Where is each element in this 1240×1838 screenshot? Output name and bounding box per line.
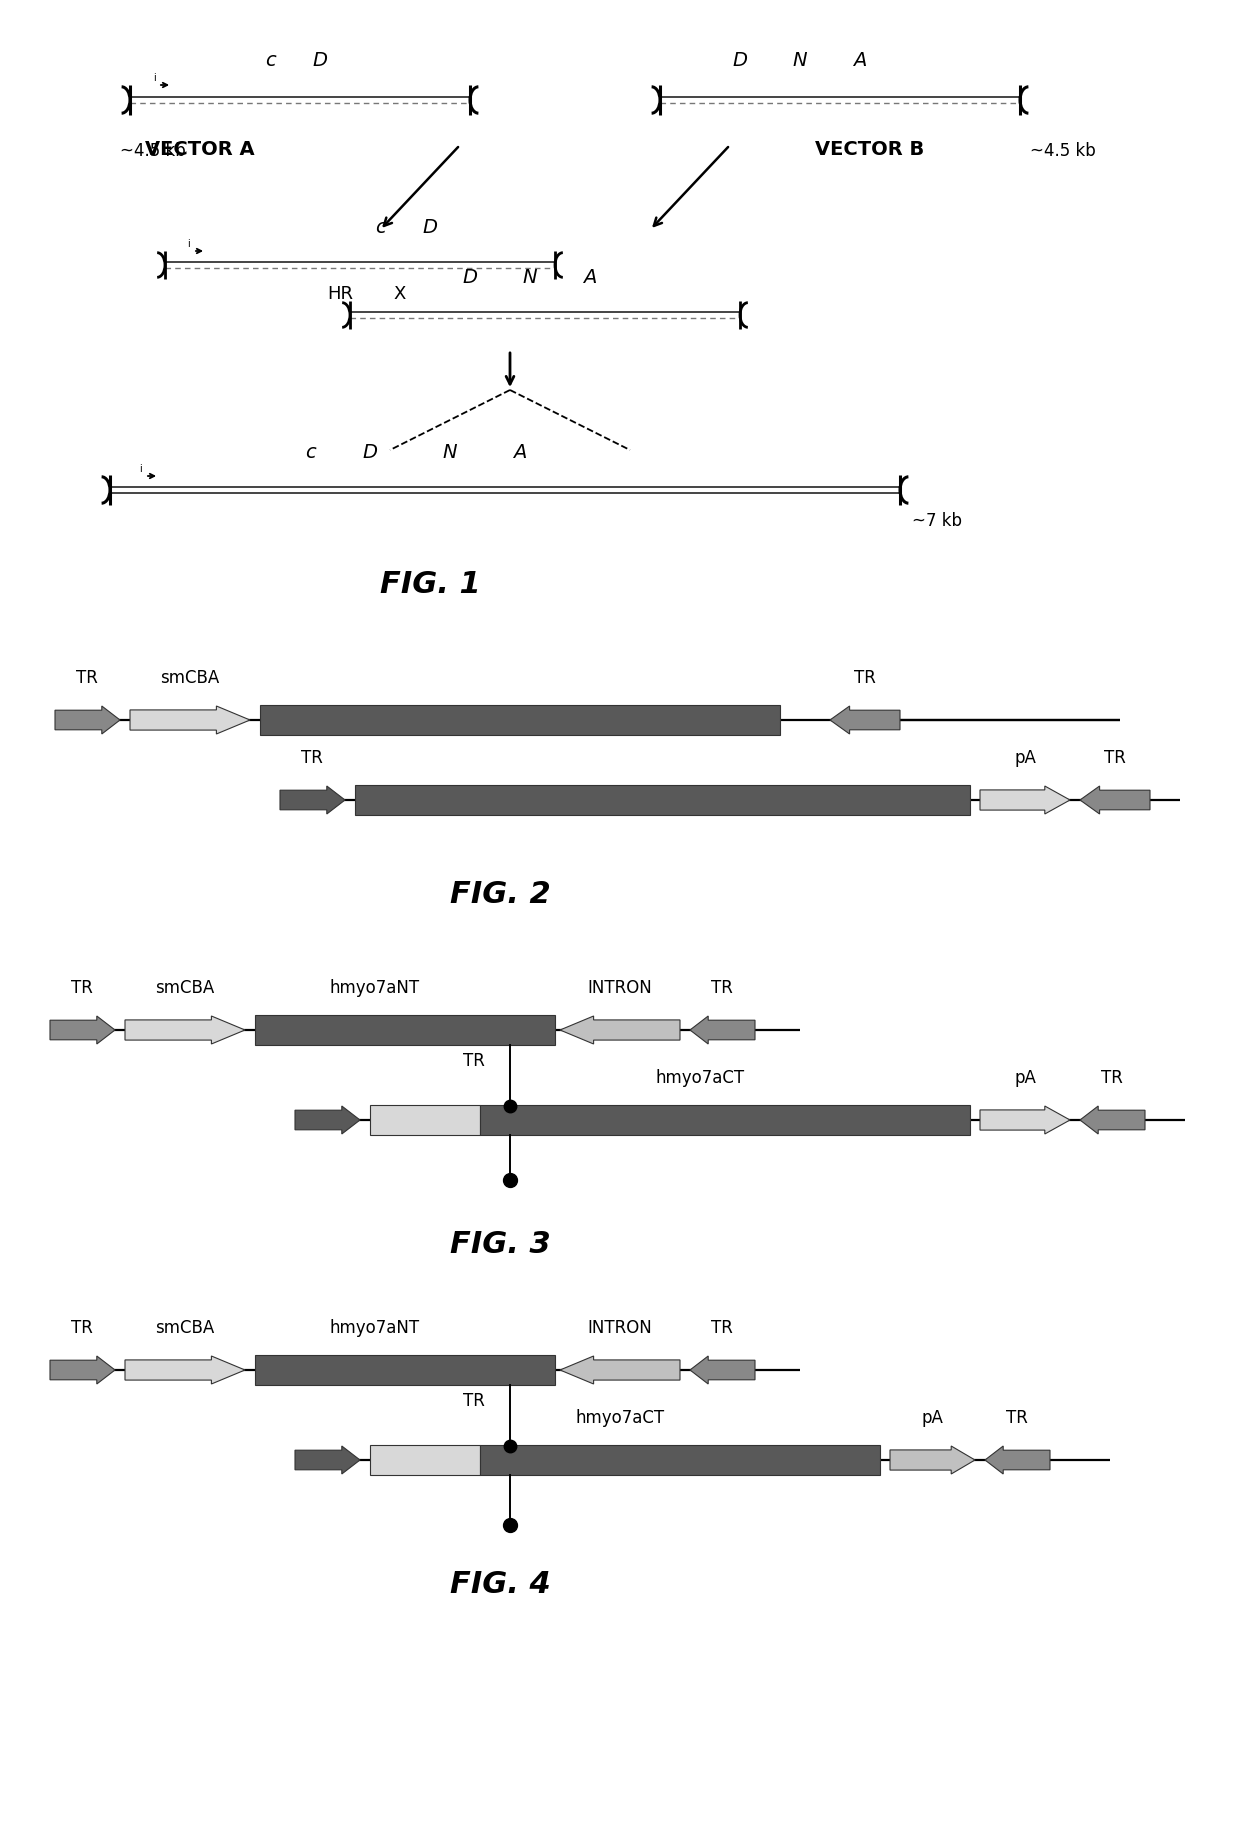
Polygon shape	[295, 1447, 360, 1474]
Polygon shape	[980, 787, 1070, 814]
Text: smCBA: smCBA	[155, 1320, 215, 1336]
Bar	[260, 706, 780, 735]
Bar	[480, 1445, 880, 1476]
Text: ~4.5 kb: ~4.5 kb	[1030, 142, 1096, 160]
Text: c: c	[264, 51, 275, 70]
Text: TR: TR	[711, 980, 733, 996]
Text: TR: TR	[854, 669, 875, 687]
Text: c: c	[374, 219, 386, 237]
Text: TR: TR	[301, 750, 322, 766]
Text: A: A	[853, 51, 867, 70]
Text: A: A	[513, 443, 527, 461]
Text: i: i	[187, 239, 191, 248]
Text: X: X	[394, 285, 407, 303]
Text: INTRON: INTRON	[588, 980, 652, 996]
Text: i: i	[140, 463, 143, 474]
Text: pA: pA	[921, 1410, 942, 1426]
Polygon shape	[560, 1356, 680, 1384]
Text: TR: TR	[71, 1320, 93, 1336]
Polygon shape	[560, 1016, 680, 1044]
Polygon shape	[125, 1356, 246, 1384]
Text: ~7 kb: ~7 kb	[911, 513, 962, 529]
Polygon shape	[689, 1356, 755, 1384]
Bar	[370, 1445, 480, 1476]
Text: pA: pA	[1014, 750, 1035, 766]
Text: FIG. 4: FIG. 4	[450, 1570, 551, 1599]
Text: A: A	[583, 268, 596, 287]
Text: HR: HR	[327, 285, 353, 303]
Text: D: D	[463, 268, 477, 287]
Text: TR: TR	[711, 1320, 733, 1336]
Text: TR: TR	[463, 1051, 485, 1070]
Polygon shape	[830, 706, 900, 733]
Text: hmyo7aCT: hmyo7aCT	[656, 1070, 744, 1086]
Polygon shape	[50, 1016, 115, 1044]
Text: TR: TR	[1104, 750, 1126, 766]
Text: TR: TR	[76, 669, 98, 687]
Text: FIG. 2: FIG. 2	[450, 880, 551, 910]
Text: N: N	[523, 268, 537, 287]
Text: D: D	[423, 219, 438, 237]
Text: N: N	[443, 443, 458, 461]
Text: c: c	[305, 443, 315, 461]
Text: FIG. 1: FIG. 1	[379, 570, 480, 599]
Text: N: N	[792, 51, 807, 70]
Text: pA: pA	[1014, 1070, 1035, 1086]
Text: VECTOR B: VECTOR B	[816, 140, 925, 160]
Bar	[255, 1015, 556, 1046]
Polygon shape	[1080, 1106, 1145, 1134]
Polygon shape	[125, 1016, 246, 1044]
Bar	[255, 1355, 556, 1386]
Text: FIG. 3: FIG. 3	[450, 1230, 551, 1259]
Bar	[355, 785, 970, 814]
Polygon shape	[1080, 787, 1149, 814]
Polygon shape	[50, 1356, 115, 1384]
Polygon shape	[55, 706, 120, 733]
Polygon shape	[295, 1106, 360, 1134]
Text: D: D	[312, 51, 327, 70]
Text: TR: TR	[1006, 1410, 1028, 1426]
Text: INTRON: INTRON	[588, 1320, 652, 1336]
Text: smCBA: smCBA	[155, 980, 215, 996]
Polygon shape	[985, 1447, 1050, 1474]
Polygon shape	[280, 787, 345, 814]
Polygon shape	[980, 1106, 1070, 1134]
Text: VECTOR A: VECTOR A	[145, 140, 254, 160]
Text: i: i	[153, 74, 155, 83]
Polygon shape	[130, 706, 250, 733]
Text: TR: TR	[71, 980, 93, 996]
Text: TR: TR	[1101, 1070, 1123, 1086]
Polygon shape	[890, 1447, 975, 1474]
Bar	[370, 1105, 480, 1136]
Bar	[480, 1105, 970, 1136]
Polygon shape	[689, 1016, 755, 1044]
Text: hmyo7aNT: hmyo7aNT	[330, 980, 420, 996]
Text: D: D	[362, 443, 377, 461]
Text: TR: TR	[463, 1391, 485, 1410]
Text: hmyo7aCT: hmyo7aCT	[575, 1410, 665, 1426]
Text: smCBA: smCBA	[160, 669, 219, 687]
Text: D: D	[733, 51, 748, 70]
Text: ~4.5 kb: ~4.5 kb	[120, 142, 186, 160]
Text: hmyo7aNT: hmyo7aNT	[330, 1320, 420, 1336]
